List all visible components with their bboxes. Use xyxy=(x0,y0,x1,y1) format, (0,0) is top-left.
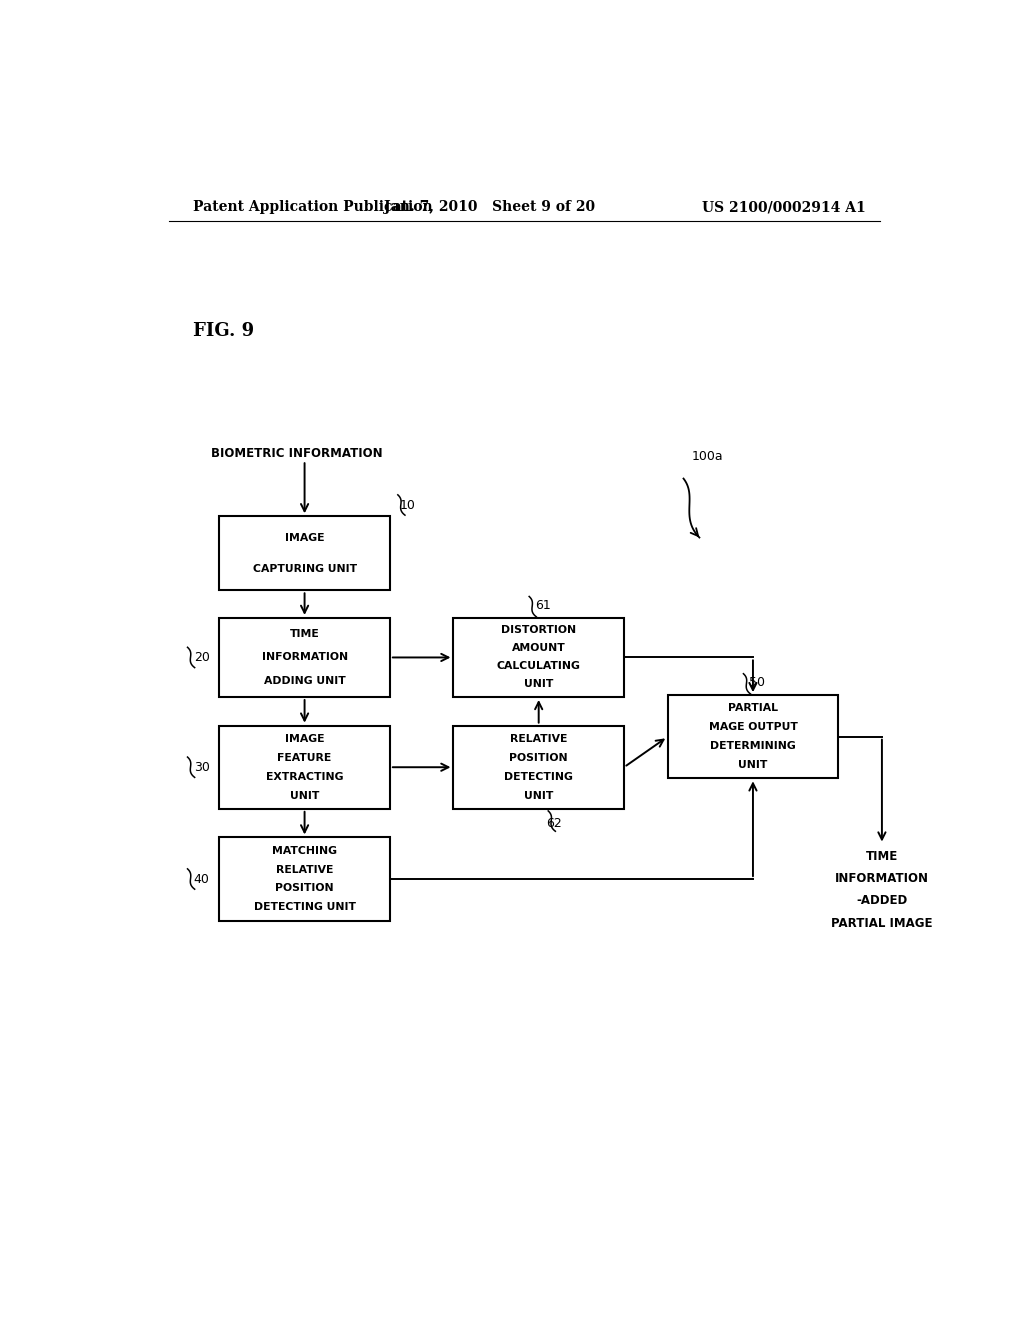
Text: 20: 20 xyxy=(194,651,210,664)
Text: Jan. 7, 2010   Sheet 9 of 20: Jan. 7, 2010 Sheet 9 of 20 xyxy=(384,201,595,214)
Text: DISTORTION: DISTORTION xyxy=(501,626,577,635)
Text: Patent Application Publication: Patent Application Publication xyxy=(194,201,433,214)
Bar xyxy=(454,726,624,809)
Text: MAGE OUTPUT: MAGE OUTPUT xyxy=(709,722,798,733)
Text: POSITION: POSITION xyxy=(275,883,334,894)
Bar xyxy=(668,696,839,779)
Bar xyxy=(454,618,624,697)
Text: 50: 50 xyxy=(749,676,765,689)
Text: EXTRACTING: EXTRACTING xyxy=(266,772,343,781)
Bar xyxy=(219,516,390,590)
Text: DETECTING: DETECTING xyxy=(504,772,573,781)
Text: UNIT: UNIT xyxy=(524,791,553,801)
Text: FEATURE: FEATURE xyxy=(278,752,332,763)
Text: AMOUNT: AMOUNT xyxy=(512,643,565,653)
Text: 30: 30 xyxy=(194,760,210,774)
Text: UNIT: UNIT xyxy=(524,680,553,689)
Text: BIOMETRIC INFORMATION: BIOMETRIC INFORMATION xyxy=(211,447,383,461)
Text: MATCHING: MATCHING xyxy=(272,846,337,855)
Text: TIME: TIME xyxy=(866,850,898,862)
Text: US 2100/0002914 A1: US 2100/0002914 A1 xyxy=(702,201,866,214)
Text: 40: 40 xyxy=(194,873,210,886)
Bar xyxy=(219,726,390,809)
Bar xyxy=(219,618,390,697)
Bar xyxy=(219,837,390,921)
Text: 61: 61 xyxy=(535,599,551,611)
Text: -ADDED: -ADDED xyxy=(856,894,907,907)
Text: FIG. 9: FIG. 9 xyxy=(194,322,254,341)
Text: 10: 10 xyxy=(399,499,416,512)
Text: 62: 62 xyxy=(547,817,562,830)
Text: IMAGE: IMAGE xyxy=(285,734,325,743)
Text: POSITION: POSITION xyxy=(509,752,568,763)
Text: IMAGE: IMAGE xyxy=(285,533,325,543)
Text: INFORMATION: INFORMATION xyxy=(261,652,347,663)
Text: DETECTING UNIT: DETECTING UNIT xyxy=(254,903,355,912)
Text: TIME: TIME xyxy=(290,630,319,639)
Text: DETERMINING: DETERMINING xyxy=(710,742,796,751)
Text: PARTIAL: PARTIAL xyxy=(728,704,778,713)
Text: ADDING UNIT: ADDING UNIT xyxy=(264,676,345,686)
Text: RELATIVE: RELATIVE xyxy=(510,734,567,743)
Text: CAPTURING UNIT: CAPTURING UNIT xyxy=(253,564,356,574)
Text: INFORMATION: INFORMATION xyxy=(835,873,929,884)
Text: CALCULATING: CALCULATING xyxy=(497,661,581,672)
Text: UNIT: UNIT xyxy=(290,791,319,801)
Text: UNIT: UNIT xyxy=(738,760,768,770)
Text: PARTIAL IMAGE: PARTIAL IMAGE xyxy=(831,916,933,929)
Text: 100a: 100a xyxy=(691,450,723,463)
Text: RELATIVE: RELATIVE xyxy=(275,865,333,875)
